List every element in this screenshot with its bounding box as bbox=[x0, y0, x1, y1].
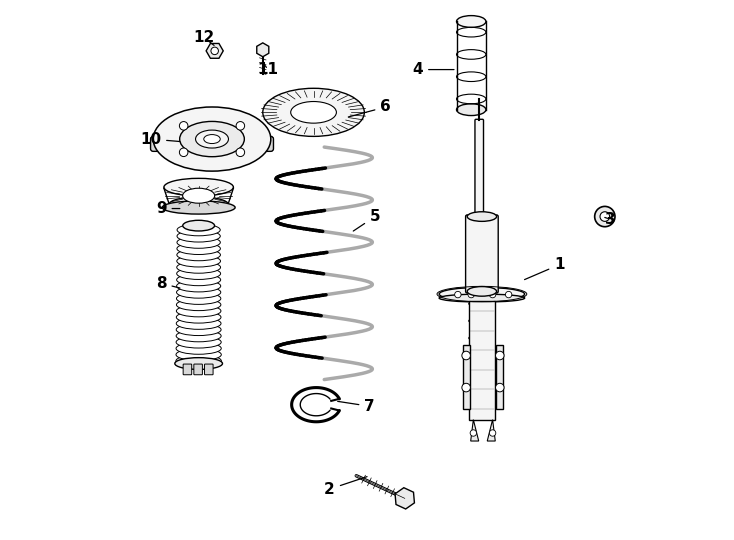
Circle shape bbox=[211, 47, 219, 55]
Circle shape bbox=[468, 292, 474, 298]
Circle shape bbox=[236, 148, 244, 157]
FancyBboxPatch shape bbox=[205, 364, 213, 375]
Ellipse shape bbox=[177, 243, 220, 254]
Ellipse shape bbox=[177, 286, 221, 298]
Text: 11: 11 bbox=[258, 62, 279, 77]
Polygon shape bbox=[487, 420, 495, 441]
Ellipse shape bbox=[177, 261, 220, 273]
Ellipse shape bbox=[176, 330, 221, 342]
Text: 1: 1 bbox=[525, 257, 564, 280]
Ellipse shape bbox=[457, 16, 486, 28]
Ellipse shape bbox=[177, 230, 220, 242]
Text: 4: 4 bbox=[413, 62, 454, 77]
Ellipse shape bbox=[180, 122, 244, 157]
Ellipse shape bbox=[176, 342, 221, 354]
Ellipse shape bbox=[153, 107, 271, 171]
Circle shape bbox=[490, 430, 495, 436]
Ellipse shape bbox=[176, 318, 221, 329]
Text: 2: 2 bbox=[324, 477, 367, 497]
Circle shape bbox=[462, 351, 470, 360]
Circle shape bbox=[179, 122, 188, 130]
Ellipse shape bbox=[176, 349, 222, 361]
Polygon shape bbox=[470, 420, 479, 441]
Ellipse shape bbox=[176, 299, 221, 310]
Text: 5: 5 bbox=[353, 209, 380, 231]
Ellipse shape bbox=[291, 102, 336, 123]
FancyBboxPatch shape bbox=[194, 364, 203, 375]
Ellipse shape bbox=[600, 212, 610, 221]
Text: 10: 10 bbox=[140, 132, 180, 146]
Ellipse shape bbox=[204, 134, 220, 144]
Ellipse shape bbox=[263, 88, 364, 137]
Ellipse shape bbox=[176, 312, 221, 323]
Ellipse shape bbox=[195, 130, 228, 148]
Ellipse shape bbox=[176, 324, 221, 335]
Text: 12: 12 bbox=[193, 30, 214, 45]
Text: 6: 6 bbox=[349, 99, 391, 117]
Text: 7: 7 bbox=[338, 399, 375, 414]
Ellipse shape bbox=[177, 249, 220, 261]
Ellipse shape bbox=[176, 305, 221, 317]
Text: 3: 3 bbox=[605, 212, 616, 227]
Bar bbox=[469, 301, 495, 420]
Ellipse shape bbox=[177, 255, 220, 267]
FancyBboxPatch shape bbox=[184, 364, 192, 375]
Ellipse shape bbox=[176, 336, 221, 348]
Ellipse shape bbox=[439, 294, 525, 302]
Circle shape bbox=[462, 383, 470, 392]
Circle shape bbox=[470, 430, 476, 436]
Circle shape bbox=[495, 351, 504, 360]
Ellipse shape bbox=[468, 287, 497, 296]
Circle shape bbox=[454, 292, 461, 298]
Circle shape bbox=[495, 383, 504, 392]
Ellipse shape bbox=[162, 201, 235, 214]
FancyBboxPatch shape bbox=[150, 137, 274, 151]
Ellipse shape bbox=[164, 178, 233, 196]
Ellipse shape bbox=[177, 224, 220, 236]
Ellipse shape bbox=[439, 287, 525, 301]
Ellipse shape bbox=[468, 212, 497, 221]
Circle shape bbox=[506, 292, 512, 298]
Circle shape bbox=[490, 292, 495, 298]
Ellipse shape bbox=[183, 220, 214, 231]
FancyBboxPatch shape bbox=[465, 215, 498, 293]
Ellipse shape bbox=[177, 280, 221, 292]
Ellipse shape bbox=[183, 188, 214, 203]
FancyBboxPatch shape bbox=[475, 119, 484, 218]
Text: 9: 9 bbox=[156, 201, 180, 216]
Ellipse shape bbox=[176, 355, 222, 367]
Bar bbox=[463, 345, 470, 409]
Ellipse shape bbox=[457, 104, 486, 116]
Ellipse shape bbox=[176, 293, 221, 305]
Ellipse shape bbox=[177, 237, 220, 248]
Ellipse shape bbox=[595, 206, 615, 227]
Ellipse shape bbox=[175, 357, 222, 369]
Ellipse shape bbox=[169, 197, 228, 212]
Ellipse shape bbox=[177, 268, 221, 279]
Text: 8: 8 bbox=[156, 276, 180, 291]
Circle shape bbox=[236, 122, 244, 130]
Ellipse shape bbox=[177, 274, 221, 286]
Circle shape bbox=[179, 148, 188, 157]
Bar bbox=[496, 345, 503, 409]
